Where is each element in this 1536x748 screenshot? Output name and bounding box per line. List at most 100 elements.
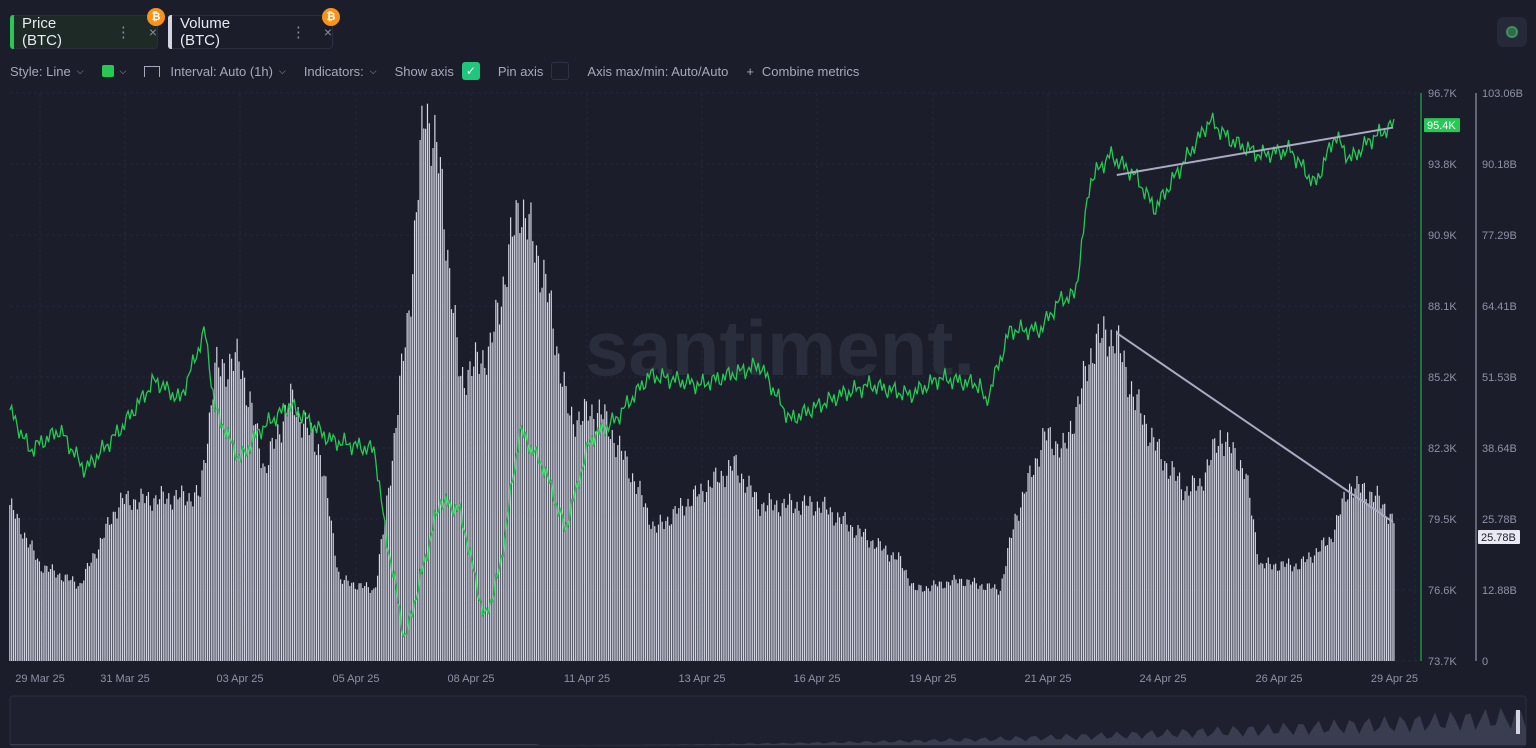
navigator-handle[interactable]: [1516, 710, 1520, 734]
volume-bar: [744, 492, 746, 661]
volume-bar: [1350, 486, 1353, 661]
volume-tick-label: 0: [1482, 656, 1488, 668]
volume-bar: [972, 581, 974, 661]
volume-bar: [981, 584, 983, 661]
volume-bar: [628, 478, 630, 661]
volume-bar: [1108, 346, 1110, 661]
color-dropdown[interactable]: ⌵: [101, 65, 126, 77]
indicators-dropdown[interactable]: Indicators: ⌵: [304, 64, 377, 79]
volume-bar: [66, 574, 68, 661]
volume-bar: [1173, 467, 1175, 661]
volume-bar: [1027, 473, 1029, 661]
volume-bar: [60, 580, 63, 661]
volume-bar: [1171, 461, 1173, 661]
volume-bar: [637, 487, 639, 661]
volume-bar: [595, 431, 597, 661]
metric-tab-volume[interactable]: Volume (BTC) ⋮ × ₿: [168, 8, 340, 49]
volume-bar: [1339, 514, 1341, 661]
volume-bar: [147, 492, 150, 661]
volume-bar: [1053, 455, 1055, 661]
volume-bar: [678, 508, 680, 661]
volume-bar: [589, 416, 591, 661]
volume-bar: [916, 590, 918, 661]
more-icon[interactable]: ⋮: [115, 24, 131, 41]
volume-bar: [1324, 545, 1327, 661]
volume-bar: [1201, 486, 1203, 661]
volume-bar: [999, 590, 1001, 661]
show-axis-toggle[interactable]: Show axis ✓: [395, 62, 480, 80]
volume-bar: [720, 470, 722, 661]
volume-bar: [1365, 499, 1367, 661]
volume-bar: [646, 507, 648, 661]
volume-bar: [266, 473, 268, 661]
interval-dropdown[interactable]: Interval: Auto (1h) ⌵: [144, 64, 286, 79]
volume-bar: [875, 547, 878, 661]
pin-axis-toggle[interactable]: Pin axis: [498, 62, 570, 80]
volume-bar: [912, 582, 915, 661]
volume-bar: [303, 423, 305, 661]
checkbox-checked-icon[interactable]: ✓: [461, 62, 480, 80]
volume-bar: [179, 497, 181, 661]
volume-bar: [312, 427, 314, 661]
volume-bar: [855, 535, 857, 661]
volume-trendline[interactable]: [1116, 332, 1394, 523]
volume-bar: [1227, 432, 1229, 661]
volume-bar: [129, 505, 131, 661]
volume-bar: [668, 525, 671, 661]
volume-bar: [395, 427, 397, 661]
volume-bar: [777, 512, 780, 661]
volume-bar: [631, 473, 634, 661]
volume-bar: [38, 561, 41, 661]
volume-bar: [1284, 566, 1286, 661]
combine-metrics-button[interactable]: + Combine metrics: [746, 64, 859, 79]
volume-bar: [1064, 442, 1066, 661]
metric-tab-price[interactable]: Price (BTC) ⋮ × ₿: [10, 8, 165, 49]
volume-bar: [317, 444, 320, 661]
volume-bar: [46, 565, 48, 661]
volume-bar: [779, 516, 782, 661]
volume-bar: [338, 571, 340, 661]
settings-button[interactable]: [1497, 17, 1527, 47]
volume-bar: [426, 103, 429, 662]
volume-bar: [846, 524, 848, 661]
volume-bar: [994, 584, 996, 661]
volume-bar: [1032, 474, 1035, 661]
volume-bar: [88, 566, 90, 661]
volume-bar: [620, 450, 623, 661]
volume-bar: [1062, 432, 1064, 661]
volume-bar: [336, 567, 338, 661]
axis-maxmin-dropdown[interactable]: Axis max/min: Auto/Auto: [587, 64, 728, 79]
bitcoin-icon: ₿: [322, 8, 340, 26]
volume-bar: [1228, 446, 1231, 661]
volume-bar: [942, 588, 944, 661]
volume-bar: [308, 435, 310, 661]
style-dropdown[interactable]: Style: Line ⌵: [10, 64, 84, 79]
volume-bar: [1223, 455, 1225, 661]
close-icon[interactable]: ×: [148, 24, 157, 40]
volume-bar: [48, 571, 50, 661]
volume-bar: [1142, 424, 1144, 661]
volume-bar: [1153, 437, 1155, 661]
volume-bar: [1147, 445, 1149, 661]
volume-bar: [761, 504, 763, 661]
volume-bar: [657, 524, 660, 661]
volume-bar: [473, 366, 475, 661]
checkbox-icon[interactable]: [551, 62, 570, 80]
volume-bar: [805, 505, 807, 661]
close-icon[interactable]: ×: [323, 24, 332, 40]
more-icon[interactable]: ⋮: [290, 24, 306, 41]
ruler-icon: [144, 65, 161, 77]
volume-bar: [299, 422, 301, 661]
volume-bar: [456, 337, 458, 661]
volume-bar: [787, 504, 789, 661]
volume-bar: [809, 496, 811, 661]
price-trendline[interactable]: [1116, 126, 1394, 176]
volume-bar: [1387, 523, 1389, 661]
volume-bar: [630, 482, 632, 661]
volume-bar: [1075, 406, 1077, 661]
volume-bar: [177, 499, 179, 661]
volume-bar: [384, 520, 386, 661]
volume-bar: [282, 421, 284, 661]
volume-bar: [728, 460, 730, 661]
